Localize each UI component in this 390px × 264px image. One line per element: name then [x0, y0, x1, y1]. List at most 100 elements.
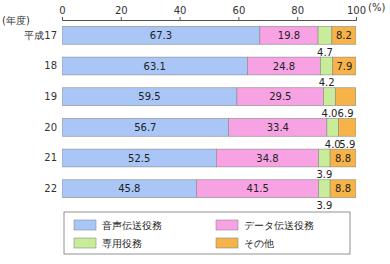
x-tick: 80 [291, 5, 304, 20]
legend-box [64, 212, 350, 254]
y-tick: 平成17 [24, 30, 57, 41]
data-label: 4.2 [319, 77, 335, 88]
data-label: 4.0 [322, 108, 338, 119]
x-tick-label: 100 [347, 5, 366, 16]
x-tick-mark [62, 17, 63, 20]
data-label: 45.8 [118, 183, 140, 194]
bar-segment [339, 118, 356, 136]
x-tick-mark [238, 17, 239, 20]
bar-segment [62, 88, 237, 106]
x-tick-mark [356, 17, 357, 20]
data-label: 6.9 [338, 108, 354, 119]
data-label: 56.7 [134, 122, 156, 133]
x-tick-mark [297, 17, 298, 20]
data-label: 52.5 [128, 153, 150, 164]
bar-segment [332, 26, 356, 44]
data-label: 3.9 [316, 169, 332, 180]
data-label: 19.8 [278, 30, 300, 41]
bars [62, 26, 356, 197]
bar-segment [62, 118, 229, 136]
bar-segment [62, 57, 248, 75]
data-label: 8.8 [335, 153, 351, 164]
y-tick: 22 [44, 183, 57, 194]
x-tick-label: 40 [174, 5, 187, 16]
y-tick-label: 平成17 [24, 30, 57, 41]
y-tick: 18 [44, 60, 57, 71]
bar-segment [324, 88, 336, 106]
legend-item: 専用役務 [74, 238, 142, 249]
data-label: 41.5 [247, 183, 269, 194]
data-labels: 67.3 63.1 59.5 56.7 52.5 45.8 19.8 24.8 29.5 33.4… [118, 30, 355, 211]
bar-segment [333, 57, 356, 75]
data-label: 7.9 [336, 61, 352, 72]
bar-segment [319, 149, 330, 167]
x-tick-mark [121, 17, 122, 20]
bar-segment [320, 57, 332, 75]
x-tick: 20 [115, 5, 128, 20]
y-tick-label: 19 [44, 91, 57, 102]
bar-segment [62, 26, 260, 44]
x-tick: 60 [233, 5, 246, 20]
data-label: 59.5 [138, 91, 160, 102]
chart: 67.3 63.1 59.5 56.7 52.5 45.8 19.8 24.8 29.5 33.4… [0, 0, 390, 264]
data-label: 8.2 [336, 30, 352, 41]
x-tick-label: 60 [233, 5, 246, 16]
bar-segment [327, 118, 339, 136]
legend-item: データ伝送役務 [216, 220, 314, 231]
y-tick-label: 22 [44, 183, 57, 194]
bar-segment [330, 149, 356, 167]
y-axis-title: (年度) [2, 15, 30, 26]
legend-label: 専用役務 [102, 238, 142, 249]
legend-label: データ伝送役務 [244, 220, 314, 231]
x-tick: 40 [174, 5, 187, 20]
bar-segment [248, 57, 321, 75]
data-label: 4.7 [317, 47, 333, 58]
y-tick: 19 [44, 91, 57, 102]
y-tick: 20 [44, 122, 57, 133]
data-label: 29.5 [269, 91, 291, 102]
y-tick-label: 18 [44, 60, 57, 71]
y-tick-label: 20 [44, 122, 57, 133]
bar-segment [319, 180, 330, 198]
legend-label: その他 [244, 238, 274, 249]
y-axis: 平成17 18 19 20 21 22 [24, 30, 57, 194]
data-label: 5.9 [339, 139, 355, 150]
legend-item: その他 [216, 238, 274, 249]
data-label: 67.3 [150, 30, 172, 41]
data-label: 33.4 [267, 122, 289, 133]
bar-segment [237, 88, 324, 106]
bar-segment [216, 149, 318, 167]
x-tick-label: 80 [291, 5, 304, 16]
data-label: 4.0 [325, 139, 341, 150]
y-tick-label: 21 [44, 152, 57, 163]
bar-segment [330, 180, 356, 198]
legend-label: 音声伝送役務 [102, 220, 162, 231]
bar-segment [260, 26, 318, 44]
data-label: 8.8 [335, 183, 351, 194]
data-label: 63.1 [144, 61, 166, 72]
legend-swatch [74, 238, 96, 248]
bar-segment [62, 149, 216, 167]
x-axis: 0 20 40 60 80 100 [59, 5, 366, 21]
bar-segment [335, 88, 355, 106]
x-tick-mark [180, 17, 181, 20]
legend-swatch [74, 220, 96, 230]
legend-swatch [216, 220, 238, 230]
bar-segment [318, 26, 332, 44]
bar-segment [62, 180, 197, 198]
x-axis-title: (%) [368, 2, 385, 13]
bar-segment [197, 180, 319, 198]
legend: 音声伝送役務 データ伝送役務専用役務 その他 [64, 212, 350, 254]
bar-segment [229, 118, 327, 136]
x-tick: 100 [347, 5, 366, 20]
y-tick: 21 [44, 152, 57, 163]
legend-swatch [216, 238, 238, 248]
legend-item: 音声伝送役務 [74, 220, 162, 231]
data-label: 3.9 [316, 200, 332, 211]
x-tick: 0 [59, 5, 65, 20]
data-label: 34.8 [256, 153, 278, 164]
data-label: 24.8 [273, 61, 295, 72]
x-tick-label: 20 [115, 5, 128, 16]
x-axis-line [63, 17, 357, 21]
x-tick-label: 0 [59, 5, 65, 16]
